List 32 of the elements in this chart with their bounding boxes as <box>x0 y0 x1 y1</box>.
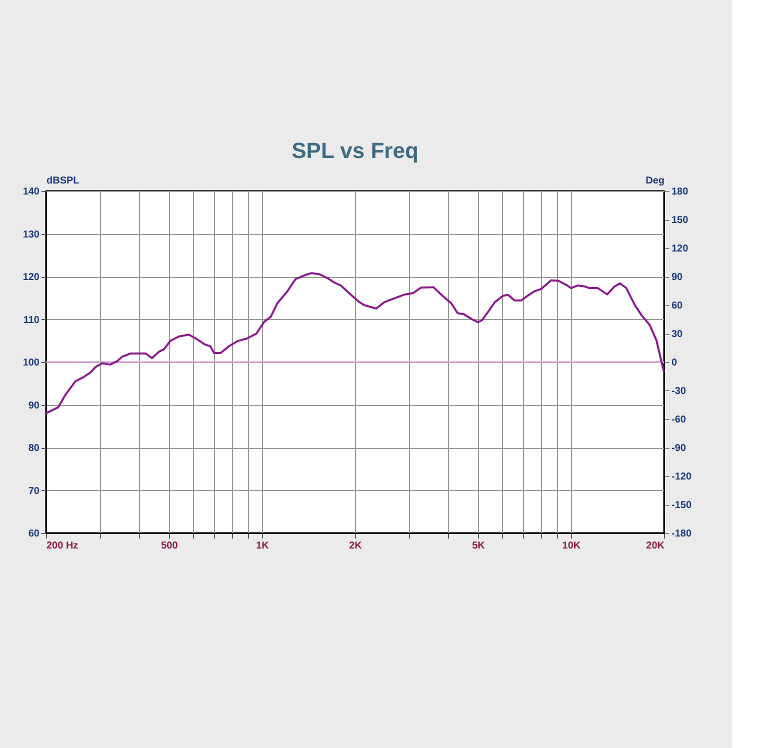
y2-tick-label: 150 <box>672 215 689 226</box>
y2-tick-label: -60 <box>672 414 686 426</box>
y-tick-label: 100 <box>22 358 40 368</box>
y-tick-label: 70 <box>28 486 40 497</box>
y-tick-label: 80 <box>28 443 40 454</box>
y-tick-label: 90 <box>28 400 40 412</box>
y-axis-title: dBSPL <box>46 176 80 186</box>
y2-tick-label: 180 <box>672 186 689 198</box>
y2-tick-label: 120 <box>672 244 689 254</box>
y-tick-label: 130 <box>22 229 40 240</box>
y-tick-label: 110 <box>23 314 40 326</box>
y2-tick-label: -120 <box>672 472 692 482</box>
x-tick-label: 500 <box>161 540 178 552</box>
y2-tick-label: -180 <box>672 528 692 540</box>
chart-title: SPL vs Freq <box>292 138 418 163</box>
y2-tick-label: -30 <box>672 386 686 397</box>
x-tick-label: 10K <box>562 540 582 552</box>
y2-tick-label: 90 <box>672 272 684 283</box>
x-tick-label: 5K <box>472 540 486 552</box>
x-tick-label: 2K <box>349 540 363 552</box>
x-tick-label: 20K <box>646 540 666 552</box>
y2-tick-label: 60 <box>672 300 684 312</box>
y2-tick-label: -90 <box>672 443 686 454</box>
y2-axis-title: Deg <box>646 176 664 186</box>
y-tick-label: 140 <box>22 186 40 198</box>
y-tick-label: 60 <box>28 528 40 540</box>
y2-tick-label: 0 <box>672 358 678 368</box>
x-tick-label: 1K <box>256 540 270 552</box>
y2-tick-label: -150 <box>672 500 692 511</box>
y2-tick-label: 30 <box>672 329 684 340</box>
x-tick-label: 200 Hz <box>46 540 78 552</box>
y-tick-label: 120 <box>22 272 40 283</box>
